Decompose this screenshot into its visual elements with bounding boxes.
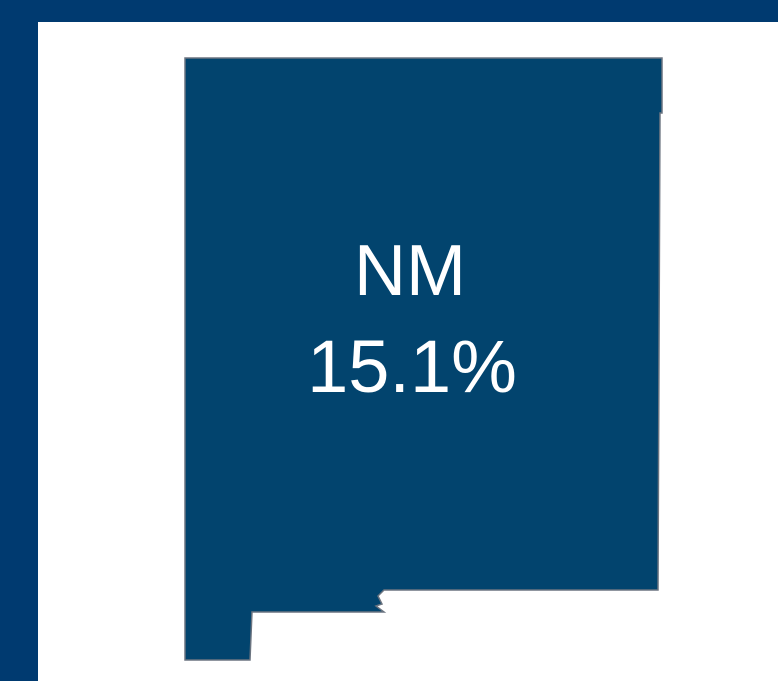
- state-shape: [184, 57, 663, 661]
- left-frame: [0, 0, 38, 681]
- state-label: NM: [354, 231, 466, 311]
- state-value: 15.1%: [307, 325, 517, 408]
- top-frame: [0, 0, 778, 22]
